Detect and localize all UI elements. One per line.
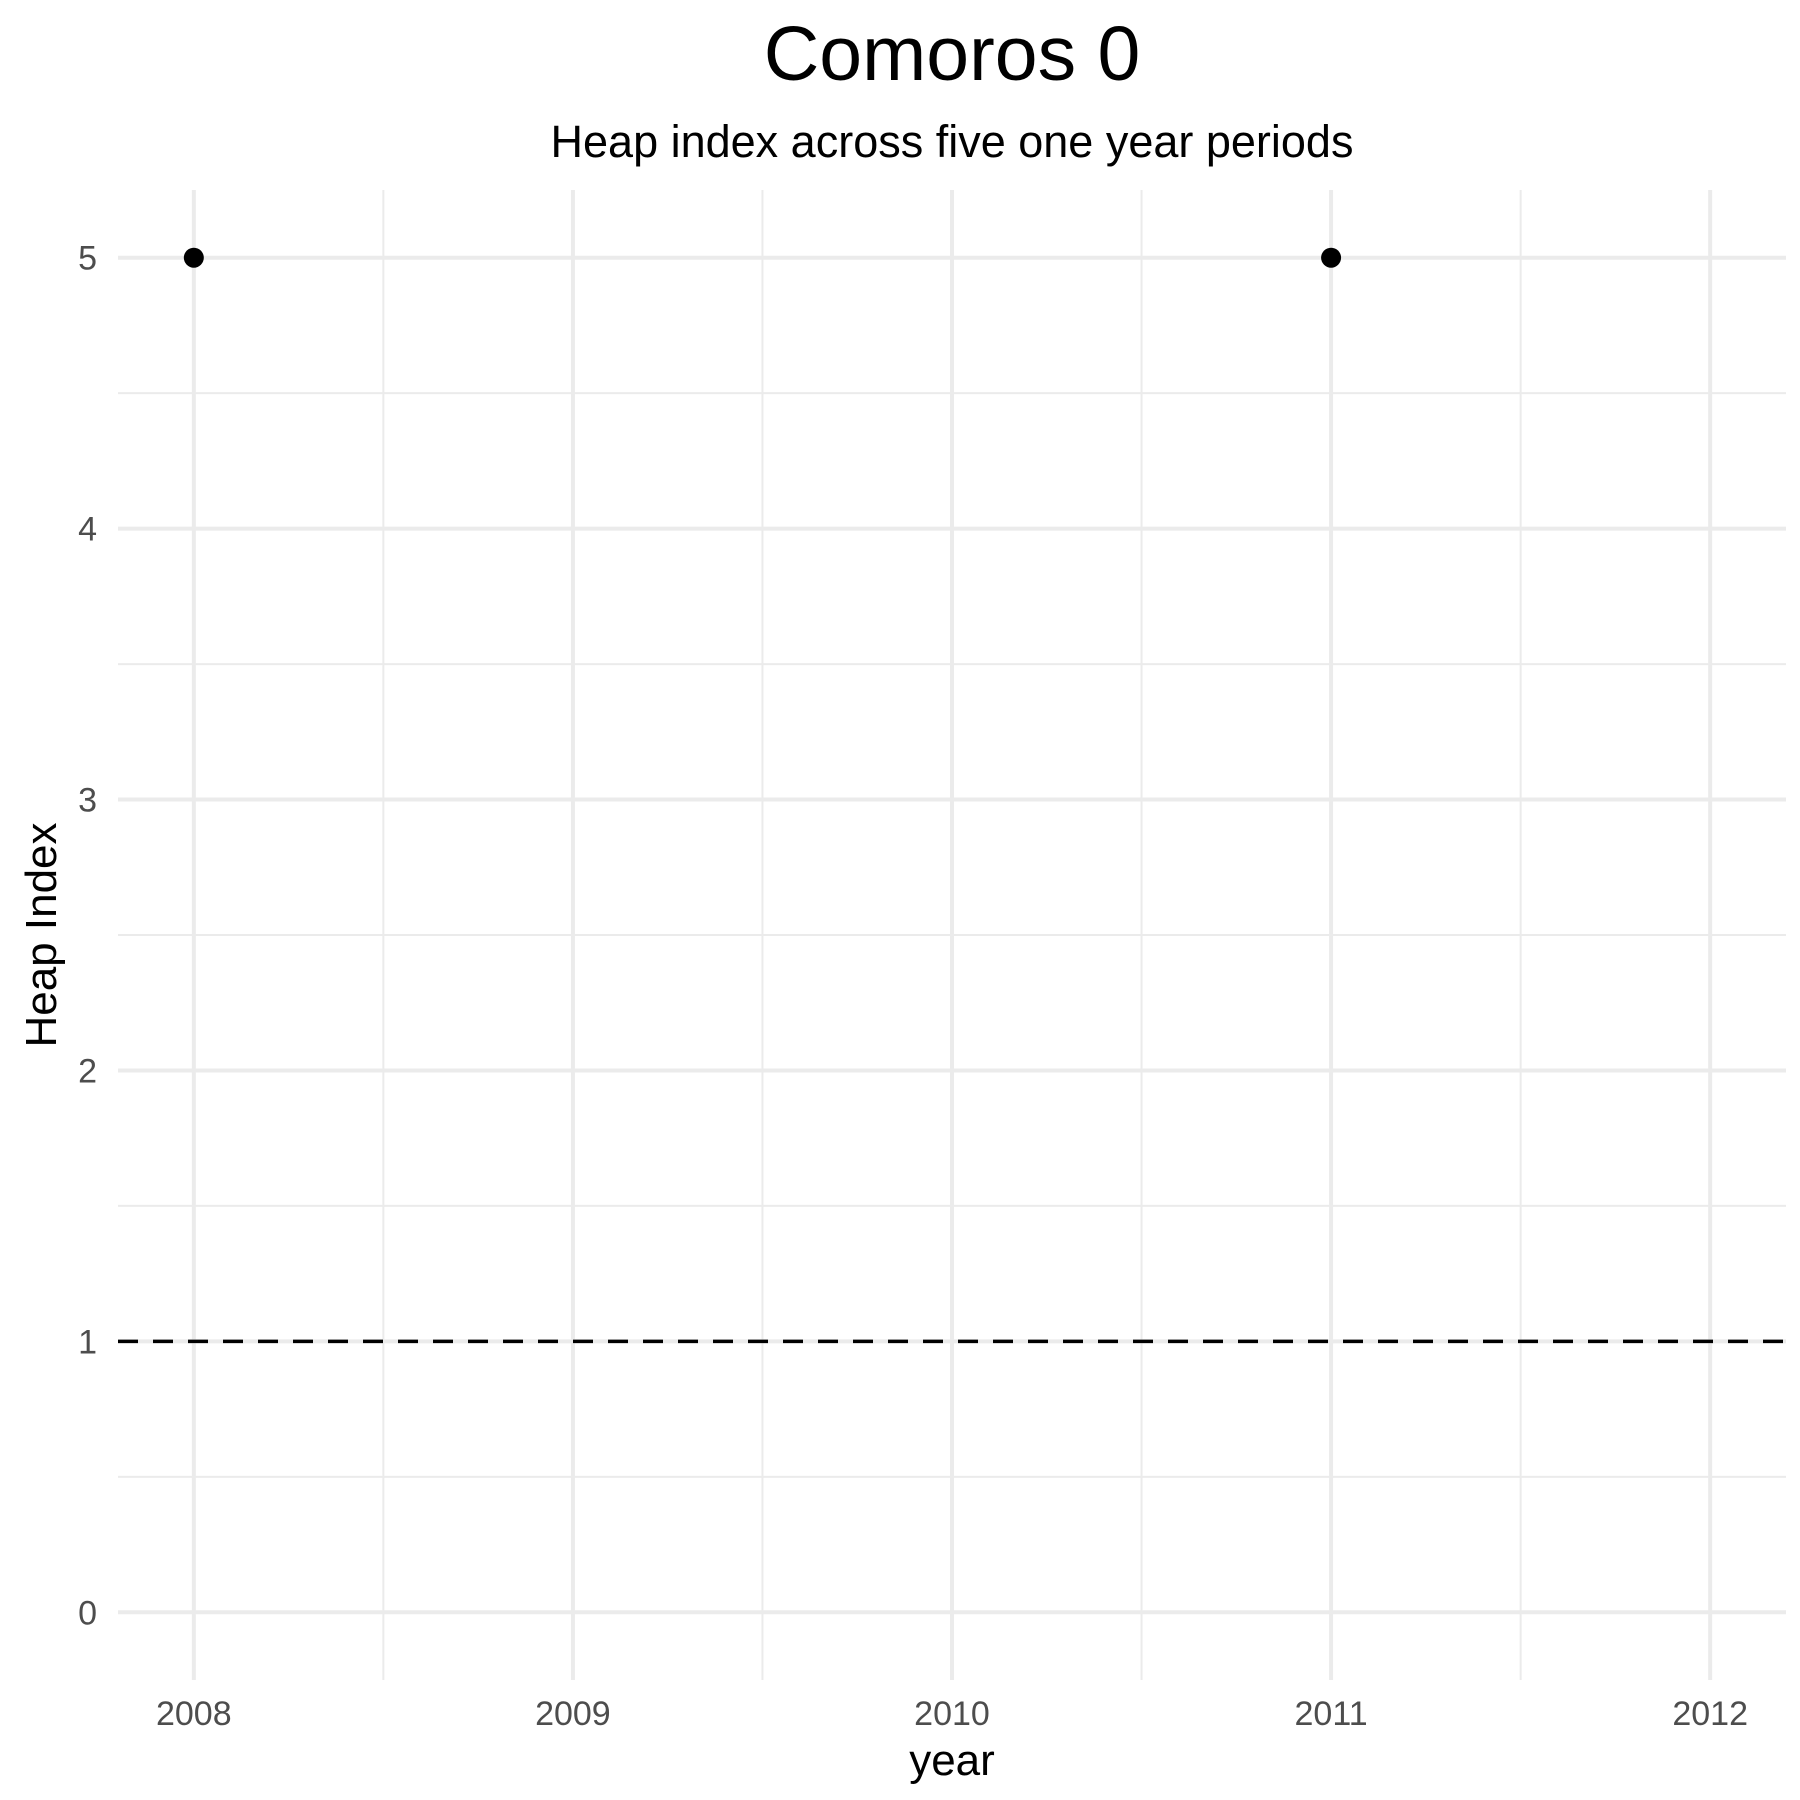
- data-points: [183, 247, 1342, 268]
- x-tick-label: 2008: [156, 1695, 232, 1733]
- y-axis-ticks: 0 1 2 3 4 5: [78, 240, 97, 1633]
- x-tick-label: 2011: [1295, 1695, 1368, 1733]
- chart-subtitle: Heap index across five one year periods: [551, 116, 1354, 167]
- chart-title: Comoros 0: [764, 11, 1141, 97]
- y-tick-label: 2: [78, 1052, 97, 1090]
- y-tick-label: 5: [78, 240, 97, 278]
- x-axis-title: year: [909, 1736, 995, 1785]
- x-tick-label: 2009: [535, 1695, 611, 1733]
- gridlines: [118, 190, 1786, 1680]
- y-tick-label: 3: [78, 782, 97, 820]
- x-axis-ticks: 2008 2009 2010 2011 2012: [156, 1695, 1748, 1733]
- x-tick-label: 2010: [914, 1695, 990, 1733]
- y-tick-label: 1: [78, 1323, 97, 1361]
- y-tick-label: 0: [78, 1594, 97, 1632]
- y-axis-title: Heap Index: [17, 822, 66, 1047]
- y-tick-label: 4: [78, 511, 97, 549]
- data-point: [1321, 247, 1342, 268]
- x-tick-label: 2012: [1672, 1695, 1748, 1733]
- data-point: [183, 247, 204, 268]
